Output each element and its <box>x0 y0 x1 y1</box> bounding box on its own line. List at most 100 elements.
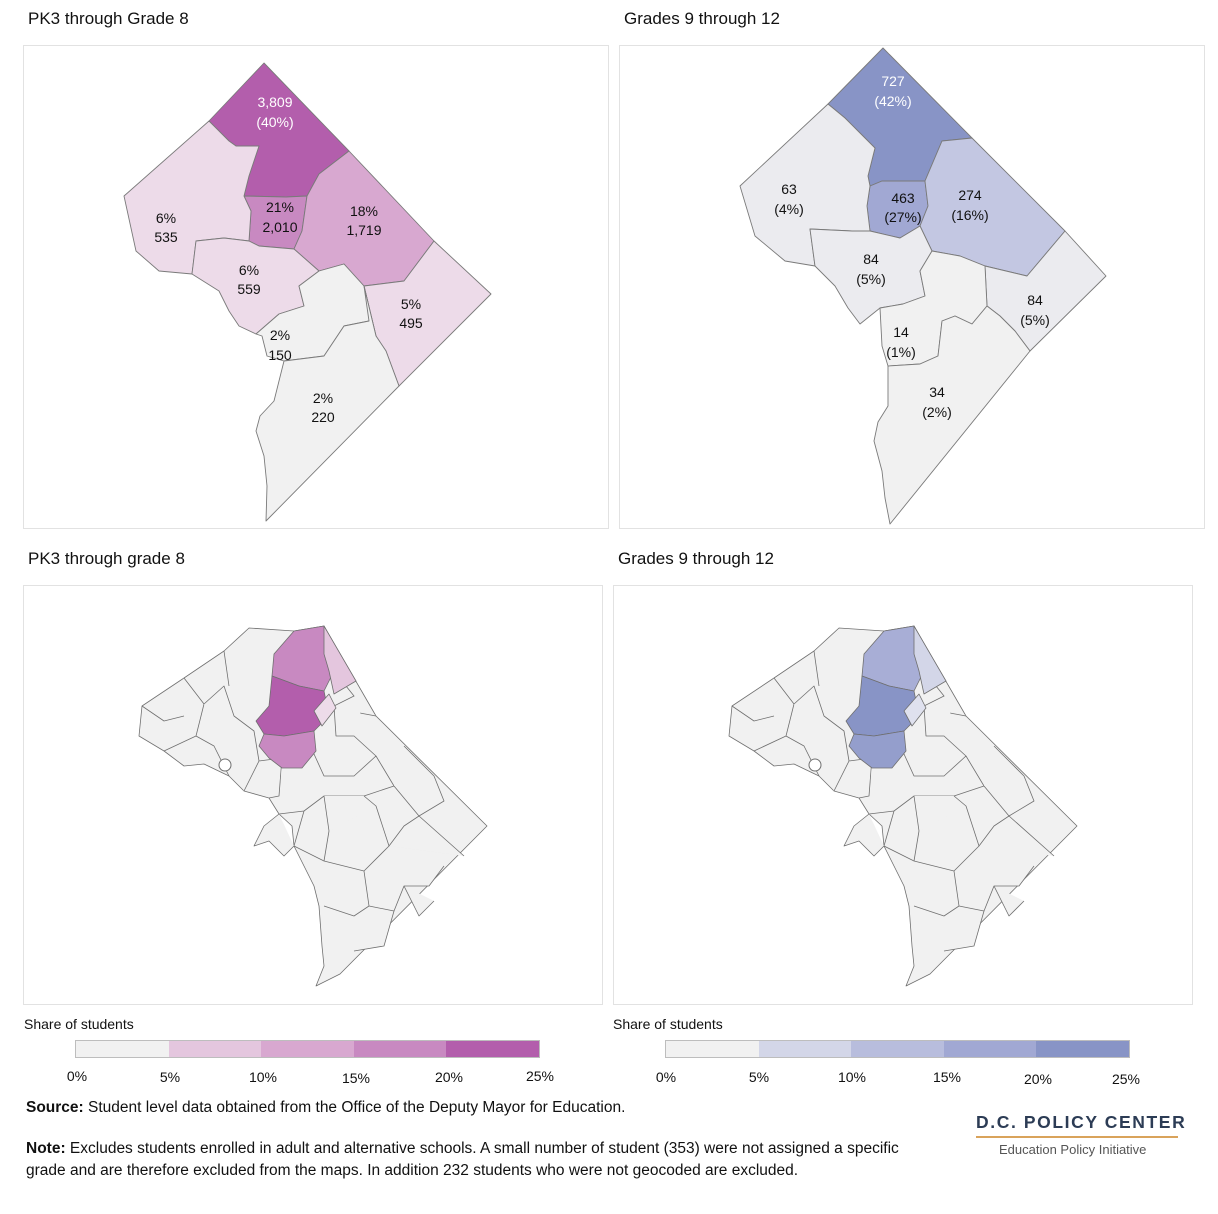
label-northeast-share: (16%) <box>951 207 988 223</box>
legend-swatch <box>758 1041 852 1057</box>
legend-swatch <box>446 1041 539 1057</box>
legend-tick: 15% <box>341 1070 371 1086</box>
legend-tick: 5% <box>159 1069 181 1085</box>
neighborhood-boundary <box>163 677 205 752</box>
label-north-share: (40%) <box>256 114 293 130</box>
legend-swatch <box>168 1041 262 1057</box>
neighborhood-boundary <box>793 685 850 792</box>
neighborhood-boundary <box>278 753 395 815</box>
map-panel-pk3-grade8-wards: 3,809 (40%) 21% 2,010 18% 1,719 6% 535 6… <box>23 45 609 529</box>
ward-map-grades9-12: 727 (42%) 463 (27%) 274 (16%) 63 (4%) 84… <box>739 47 1107 525</box>
footnote: Note: Excludes students enrolled in adul… <box>26 1138 906 1182</box>
neighborhood-map-grades9-12 <box>728 625 1078 987</box>
label-northwest-share: 6% <box>156 210 176 226</box>
label-northeast-share: 18% <box>350 203 378 219</box>
neighborhood-shaded-3[interactable] <box>258 730 317 769</box>
neighborhood-boundary <box>983 745 1035 817</box>
legend-tick: 25% <box>525 1068 555 1084</box>
neighborhood-boundary <box>333 695 377 757</box>
legend-swatch <box>666 1041 759 1057</box>
neighborhood-boundary <box>953 865 1035 912</box>
neighborhood-boundary <box>141 705 185 722</box>
label-northeast-count: 274 <box>958 187 982 203</box>
source-label: Source: <box>26 1099 84 1116</box>
label-north-central-count: 2,010 <box>262 219 297 235</box>
source-note: Source: Student level data obtained from… <box>26 1099 625 1117</box>
map-title-grades9-12-wards: Grades 9 through 12 <box>624 9 780 28</box>
map-panel-pk3-grade8-neighborhoods <box>23 585 603 1005</box>
neighborhood-map-pk3-grade8 <box>138 625 488 987</box>
neighborhood-boundary <box>868 753 985 815</box>
reservoir-marker <box>808 758 822 772</box>
neighborhood-boundary <box>253 813 295 857</box>
label-south-share: 2% <box>313 390 333 406</box>
neighborhood-shaded-4[interactable] <box>913 625 947 695</box>
label-northeast-count: 1,719 <box>346 222 381 238</box>
legend-title-purple: Share of students <box>24 1016 134 1032</box>
label-south-count: 220 <box>311 409 335 425</box>
logo-wordmark: D.C. POLICY CENTER <box>976 1112 1187 1132</box>
neighborhood-boundary <box>978 815 1055 857</box>
label-east-count: 84 <box>1027 292 1043 308</box>
neighborhood-shaded-3[interactable] <box>848 730 907 769</box>
legend-tick: 0% <box>655 1069 677 1085</box>
neighborhood-boundary <box>913 905 960 917</box>
legend-swatch <box>943 1041 1037 1057</box>
neighborhood-shaded-5[interactable] <box>313 693 337 727</box>
note-label: Note: <box>26 1140 66 1157</box>
neighborhood-shaded-5[interactable] <box>903 693 927 727</box>
neighborhood-boundary <box>403 885 435 917</box>
label-west-count: 559 <box>237 281 261 297</box>
label-central-share: (1%) <box>886 344 916 360</box>
label-south-count: 34 <box>929 384 945 400</box>
logo-divider <box>976 1136 1178 1138</box>
label-west-count: 84 <box>863 251 879 267</box>
reservoir-marker <box>218 758 232 772</box>
legend-bar-blue <box>665 1040 1130 1058</box>
ward-region-south[interactable] <box>255 285 400 522</box>
ward-region-south[interactable] <box>873 305 1031 525</box>
neighborhood-boundary <box>363 865 445 912</box>
neighborhood-boundary <box>943 910 985 952</box>
label-northwest-count: 535 <box>154 229 178 245</box>
neighborhood-boundary <box>223 650 230 687</box>
legend-swatch <box>353 1041 447 1057</box>
legend-tick: 15% <box>932 1069 962 1085</box>
legend-tick: 25% <box>1111 1071 1141 1087</box>
label-east-share: 5% <box>401 296 421 312</box>
legend-swatch <box>1036 1041 1129 1057</box>
neighborhood-boundary <box>388 815 465 857</box>
legend-swatch <box>261 1041 354 1057</box>
legend-swatch <box>76 1041 169 1057</box>
legend-title-blue: Share of students <box>613 1016 723 1032</box>
neighborhood-boundary <box>993 885 1025 917</box>
neighborhood-boundary <box>923 695 967 757</box>
label-east-count: 495 <box>399 315 423 331</box>
label-west-share: (5%) <box>856 271 886 287</box>
neighborhood-shaded-4[interactable] <box>323 625 357 695</box>
neighborhood-boundary <box>393 745 445 817</box>
map-title-pk3-grade8-wards: PK3 through Grade 8 <box>28 9 189 28</box>
label-central-share: 2% <box>270 327 290 343</box>
logo-subtitle: Education Policy Initiative <box>999 1142 1147 1157</box>
label-north-central-share: 21% <box>266 199 294 215</box>
neighborhood-boundary <box>203 685 260 792</box>
label-north-central-count: 463 <box>891 190 915 206</box>
label-west-share: 6% <box>239 262 259 278</box>
note-text: Excludes students enrolled in adult and … <box>26 1140 899 1179</box>
label-northwest-share: (4%) <box>774 201 804 217</box>
map-panel-grades9-12-neighborhoods <box>613 585 1193 1005</box>
label-central-count: 14 <box>893 324 909 340</box>
map-title-pk3-grade8-neighborhoods: PK3 through grade 8 <box>28 549 185 568</box>
ward-map-pk3-grade8: 3,809 (40%) 21% 2,010 18% 1,719 6% 535 6… <box>123 62 492 522</box>
source-text: Student level data obtained from the Off… <box>83 1099 626 1116</box>
map-title-grades9-12-neighborhoods: Grades 9 through 12 <box>618 549 774 568</box>
neighborhood-boundary <box>813 650 820 687</box>
legend-tick: 20% <box>434 1069 464 1085</box>
legend-tick: 10% <box>248 1069 278 1085</box>
neighborhood-boundary <box>843 813 885 857</box>
legend-swatch <box>851 1041 944 1057</box>
label-central-count: 150 <box>268 347 292 363</box>
label-north-share: (42%) <box>874 93 911 109</box>
neighborhood-boundary <box>353 910 395 952</box>
